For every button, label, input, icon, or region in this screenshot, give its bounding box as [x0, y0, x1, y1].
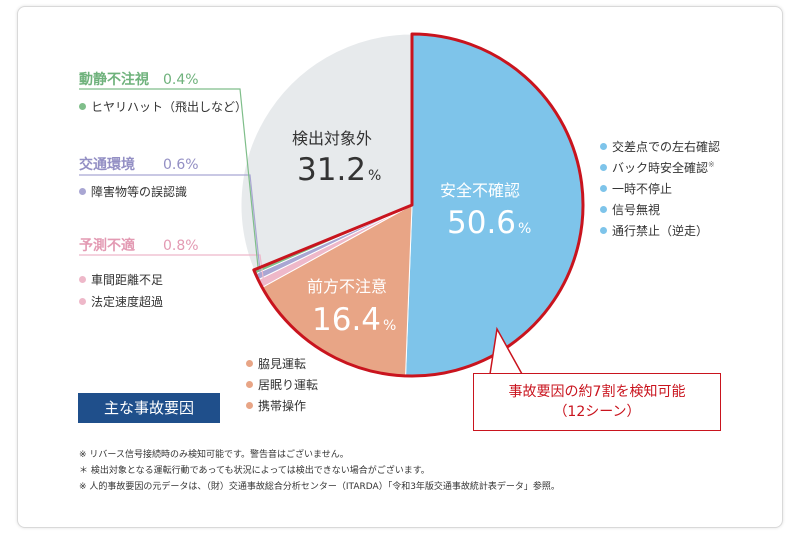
bullet-dot [600, 143, 607, 150]
anzen-item: 一時不停止 [600, 180, 672, 197]
pie-slice-5 [240, 33, 413, 271]
main-factors-badge: 主な事故要因 [78, 393, 220, 423]
anzen-item: バック時安全確認※ [600, 159, 715, 176]
yosoku-item: 法定速度超過 [79, 293, 163, 310]
dousei-item: ヒヤリハット（飛出しなど） [79, 98, 247, 115]
footnote-1: ※ リバース信号接続時のみ検知可能です。警告音はございません。 [79, 450, 349, 460]
bullet-dot [79, 276, 86, 283]
bullet-dot [246, 402, 253, 409]
koutsu-item: 障害物等の誤認識 [79, 183, 187, 200]
slice-label-anzen: 安全不確認 [440, 181, 521, 200]
legend-dousei-heading: 動静不注視 0.4% [79, 72, 199, 88]
bullet-dot [246, 360, 253, 367]
connector-dousei [79, 88, 259, 271]
slice-label-kenshutsu: 検出対象外 [292, 129, 373, 148]
callout-pointer [489, 326, 523, 375]
bullet-dot [246, 381, 253, 388]
bullet-dot [79, 103, 86, 110]
legend-koutsu-heading: 交通環境 0.6% [79, 157, 199, 173]
callout-box: 事故要因の約7割を検知可能 （12シーン） [473, 373, 721, 431]
anzen-item: 信号無視 [600, 201, 660, 218]
zenpo-item: 居眠り運転 [246, 376, 318, 393]
anzen-item: 交差点での左右確認 [600, 138, 720, 155]
bullet-dot [600, 227, 607, 234]
zenpo-item: 携帯操作 [246, 397, 306, 414]
zenpo-item: 脇見運転 [246, 355, 306, 372]
slice-label-zenpo: 前方不注意 [307, 277, 388, 296]
connector-yosoku [79, 254, 265, 282]
callout-line1: 事故要因の約7割を検知可能 [508, 384, 686, 400]
detectable-outline [252, 32, 585, 378]
bullet-dot [600, 164, 607, 171]
callout-line2: （12シーン） [553, 404, 641, 420]
slice-value-anzen: 50.6% [447, 205, 532, 241]
bullet-dot [600, 206, 607, 213]
bullet-dot [79, 298, 86, 305]
bullet-dot [600, 185, 607, 192]
yosoku-item: 車間距離不足 [79, 271, 163, 288]
slice-value-zenpo: 16.4% [312, 302, 397, 338]
legend-yosoku-heading: 予測不適 0.8% [79, 238, 199, 254]
bullet-dot [79, 188, 86, 195]
anzen-item: 通行禁止（逆走） [600, 222, 708, 239]
slice-value-kenshutsu: 31.2% [297, 152, 382, 188]
footnote-2: ＊ 検出対象となる運転行動であっても状況によっては検出できない場合がございます。 [79, 466, 430, 476]
connector-koutsu [79, 174, 262, 276]
footnote-3: ※ 人的事故要因の元データは、（財）交通事故総合分析センター（ITARDA）「令… [79, 482, 560, 492]
